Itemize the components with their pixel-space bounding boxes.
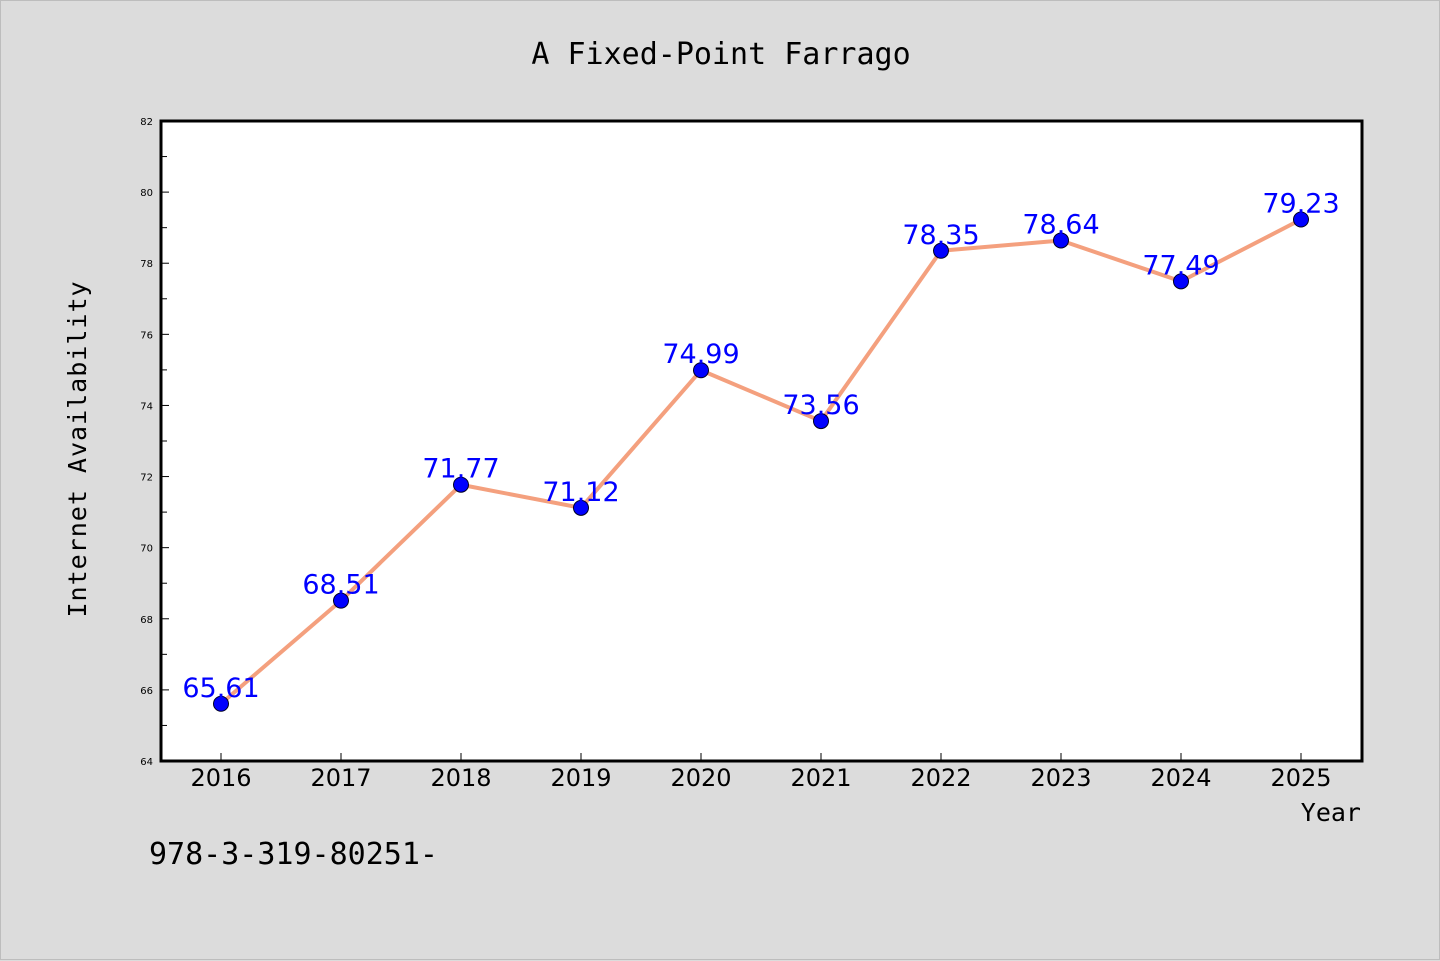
y-tick-label: 74	[140, 401, 153, 412]
data-label: 65.61	[182, 673, 259, 704]
x-tick-label: 2020	[670, 764, 731, 792]
data-point	[1053, 232, 1069, 249]
x-tick-label: 2023	[1030, 764, 1091, 792]
y-tick-label: 66	[140, 686, 153, 697]
x-tick-label: 2022	[910, 764, 971, 792]
x-axis-ticks: 2016 2017 2018 2019 2020 2021 2022 2023 2024 2025	[190, 753, 1332, 792]
x-tick-label: 2021	[790, 764, 851, 792]
plot-frame	[159, 119, 1364, 763]
chart-title: A Fixed-Point Farrago	[531, 37, 910, 72]
series-markers	[213, 211, 1309, 712]
x-axis-label: Year	[1301, 798, 1361, 827]
plot-area	[161, 121, 1362, 761]
data-point	[813, 413, 829, 430]
data-labels: 65.61 68.51 71.77 71.12 74.99 73.56 78.35 78.64…	[182, 188, 1339, 703]
data-label: 79.23	[1262, 188, 1339, 219]
data-label: 71.12	[542, 477, 619, 508]
y-tick-label: 76	[140, 330, 153, 341]
data-point	[453, 476, 469, 493]
x-tick-label: 2024	[1150, 764, 1211, 792]
data-label: 68.51	[302, 570, 379, 601]
y-axis-label: Internet Availability	[63, 280, 92, 617]
series-line	[219, 217, 1302, 706]
y-axis-ticks: 64 66 68 70 72 74 76 78 80 82	[140, 117, 169, 768]
data-point	[573, 499, 589, 516]
data-label: 78.64	[1022, 209, 1099, 240]
data-label: 74.99	[662, 339, 739, 370]
data-point	[1173, 273, 1189, 290]
data-point	[933, 242, 949, 259]
x-tick-label: 2017	[310, 764, 371, 792]
x-tick-label: 2018	[430, 764, 491, 792]
data-label: 71.77	[422, 454, 499, 485]
y-tick-label: 64	[140, 757, 153, 768]
data-label: 77.49	[1142, 250, 1219, 281]
x-tick-label: 2025	[1270, 764, 1331, 792]
data-label: 78.35	[902, 220, 979, 251]
x-tick-label: 2016	[190, 764, 251, 792]
footnote-isbn: 978-3-319-80251-	[149, 837, 438, 872]
y-tick-label: 82	[140, 117, 153, 128]
data-point	[333, 592, 349, 609]
y-tick-label: 70	[140, 544, 153, 555]
y-tick-label: 78	[140, 259, 153, 270]
data-point	[213, 695, 229, 712]
data-point	[1293, 211, 1309, 228]
y-tick-label: 68	[140, 615, 153, 626]
x-tick-label: 2019	[550, 764, 611, 792]
y-tick-label: 72	[140, 473, 153, 484]
data-label: 73.56	[782, 390, 859, 421]
y-tick-label: 80	[140, 188, 153, 199]
data-point	[693, 362, 709, 379]
